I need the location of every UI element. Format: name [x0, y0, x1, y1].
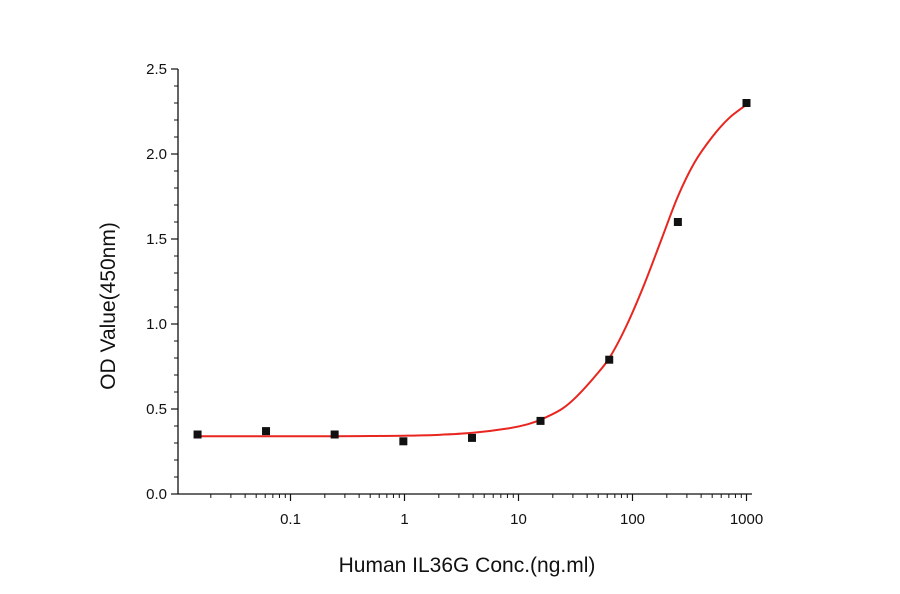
data-point	[536, 416, 545, 425]
x-tick-label: 1	[400, 511, 408, 528]
y-tick-label: 0.5	[146, 401, 167, 418]
data-point	[468, 433, 477, 442]
y-tick-label: 0.0	[146, 486, 167, 503]
data-point	[673, 218, 682, 226]
data-points-layer	[193, 99, 751, 446]
y-tick-label: 2.5	[146, 61, 167, 78]
fit-curve-layer	[197, 103, 748, 438]
x-axis-label: Human IL36G Conc.(ng.ml)	[339, 554, 596, 577]
data-point	[742, 99, 751, 107]
y-axis-label: OD Value(450nm)	[97, 222, 120, 390]
data-point	[262, 427, 271, 436]
data-point	[330, 430, 339, 439]
x-tick-label: 100	[620, 511, 645, 528]
data-point	[605, 355, 614, 364]
x-tick-label: 10	[510, 511, 527, 528]
y-tick-label: 1.5	[146, 231, 167, 248]
data-point	[399, 437, 408, 446]
x-tick-label: 0.1	[280, 511, 301, 528]
data-point	[193, 430, 202, 439]
axes: 0.0 0.5 1.0 1.5 2.0 2.5 0.1 1 10 100 1000	[146, 61, 763, 528]
fit-curve	[197, 103, 748, 438]
y-tick-label: 2.0	[146, 146, 167, 163]
y-tick-label: 1.0	[146, 316, 167, 333]
x-tick-label: 1000	[730, 511, 763, 528]
